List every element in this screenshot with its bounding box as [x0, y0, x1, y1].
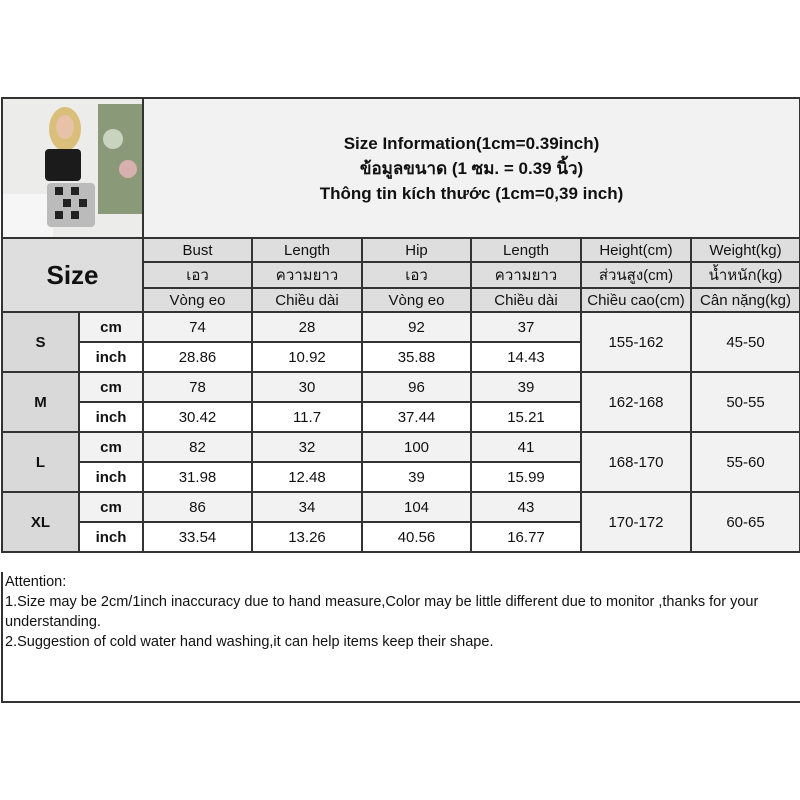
weight-range: 55-60 [690, 431, 800, 493]
table-row: inch 28.86 10.92 35.88 14.43 [2, 341, 800, 373]
cell-value: 10.92 [251, 341, 363, 373]
table-row: inch 30.42 11.7 37.44 15.21 [2, 401, 800, 433]
attention-heading: Attention: [5, 574, 67, 590]
column-header-en: Length [470, 237, 582, 263]
size-label: S [1, 311, 80, 373]
unit-label: inch [78, 401, 144, 433]
cell-value: 28.86 [142, 341, 253, 373]
size-label: M [1, 371, 80, 433]
column-header-vi: Cân nặng(kg) [690, 287, 800, 313]
column-header-th: ความยาว [470, 261, 582, 289]
cell-value: 15.99 [470, 461, 582, 493]
column-header-vi: Vòng eo [142, 287, 253, 313]
unit-label: cm [78, 371, 144, 403]
table-row: XL cm 86 34 104 43 170-172 60-65 [1, 491, 800, 553]
cell-value: 92 [361, 311, 472, 343]
table-row: inch 33.54 13.26 40.56 16.77 [2, 521, 800, 553]
column-header-th: ความยาว [251, 261, 363, 289]
column-header-en: Height(cm) [580, 237, 692, 263]
attention-notes: Attention: 1.Size may be 2cm/1inch inacc… [1, 572, 800, 703]
title-vi: Thông tin kích thước (1cm=0,39 inch) [319, 183, 624, 203]
attention-note-1: 1.Size may be 2cm/1inch inaccuracy due t… [5, 594, 759, 630]
size-label: L [1, 431, 80, 493]
height-range: 168-170 [580, 431, 692, 493]
cell-value: 33.54 [142, 521, 253, 553]
cell-value: 32 [251, 431, 363, 463]
column-header-th: น้ำหนัก(kg) [690, 261, 800, 289]
cell-value: 31.98 [142, 461, 253, 493]
attention-note-2: 2.Suggestion of cold water hand washing,… [5, 634, 494, 650]
column-header-en: Length [251, 237, 363, 263]
model-image [4, 100, 141, 236]
cell-value: 86 [142, 491, 253, 523]
cell-value: 96 [361, 371, 472, 403]
cell-value: 16.77 [470, 521, 582, 553]
cell-value: 14.43 [470, 341, 582, 373]
height-range: 162-168 [580, 371, 692, 433]
cell-value: 104 [361, 491, 472, 523]
cell-value: 30.42 [142, 401, 253, 433]
column-header-vi: Chiều dài [251, 287, 363, 313]
cell-value: 40.56 [361, 521, 472, 553]
cell-value: 35.88 [361, 341, 472, 373]
cell-value: 39 [470, 371, 582, 403]
cell-value: 100 [361, 431, 472, 463]
unit-label: cm [78, 311, 144, 343]
height-range: 155-162 [580, 311, 692, 373]
cell-value: 12.48 [251, 461, 363, 493]
cell-value: 37 [470, 311, 582, 343]
weight-range: 60-65 [690, 491, 800, 553]
cell-value: 15.21 [470, 401, 582, 433]
size-label: XL [1, 491, 80, 553]
unit-label: cm [78, 431, 144, 463]
column-header-th: เอว [142, 261, 253, 289]
cell-value: 43 [470, 491, 582, 523]
cell-value: 37.44 [361, 401, 472, 433]
column-header-vi: Vòng eo [361, 287, 472, 313]
title-en: Size Information(1cm=0.39inch) [343, 133, 600, 153]
unit-label: inch [78, 521, 144, 553]
cell-value: 28 [251, 311, 363, 343]
cell-value: 13.26 [251, 521, 363, 553]
size-header: Size [1, 237, 144, 313]
cell-value: 34 [251, 491, 363, 523]
size-info-title: Size Information(1cm=0.39inch) ข้อมูลขนา… [142, 97, 800, 239]
cell-value: 78 [142, 371, 253, 403]
table-row: inch 31.98 12.48 39 15.99 [2, 461, 800, 493]
column-header-th: ส่วนสูง(cm) [580, 261, 692, 289]
height-range: 170-172 [580, 491, 692, 553]
cell-value: 39 [361, 461, 472, 493]
weight-range: 45-50 [690, 311, 800, 373]
column-header-vi: Chiều dài [470, 287, 582, 313]
column-header-en: Bust [142, 237, 253, 263]
title-th: ข้อมูลขนาด (1 ซม. = 0.39 นิ้ว) [359, 158, 584, 178]
cell-value: 30 [251, 371, 363, 403]
cell-value: 41 [470, 431, 582, 463]
cell-value: 74 [142, 311, 253, 343]
column-header-en: Weight(kg) [690, 237, 800, 263]
weight-range: 50-55 [690, 371, 800, 433]
column-header-th: เอว [361, 261, 472, 289]
size-chart: Size Information(1cm=0.39inch) ข้อมูลขนา… [1, 97, 800, 553]
unit-label: inch [78, 341, 144, 373]
product-photo [1, 97, 144, 239]
column-header-vi: Chiều cao(cm) [580, 287, 692, 313]
unit-label: inch [78, 461, 144, 493]
cell-value: 82 [142, 431, 253, 463]
unit-label: cm [78, 491, 144, 523]
cell-value: 11.7 [251, 401, 363, 433]
column-header-en: Hip [361, 237, 472, 263]
